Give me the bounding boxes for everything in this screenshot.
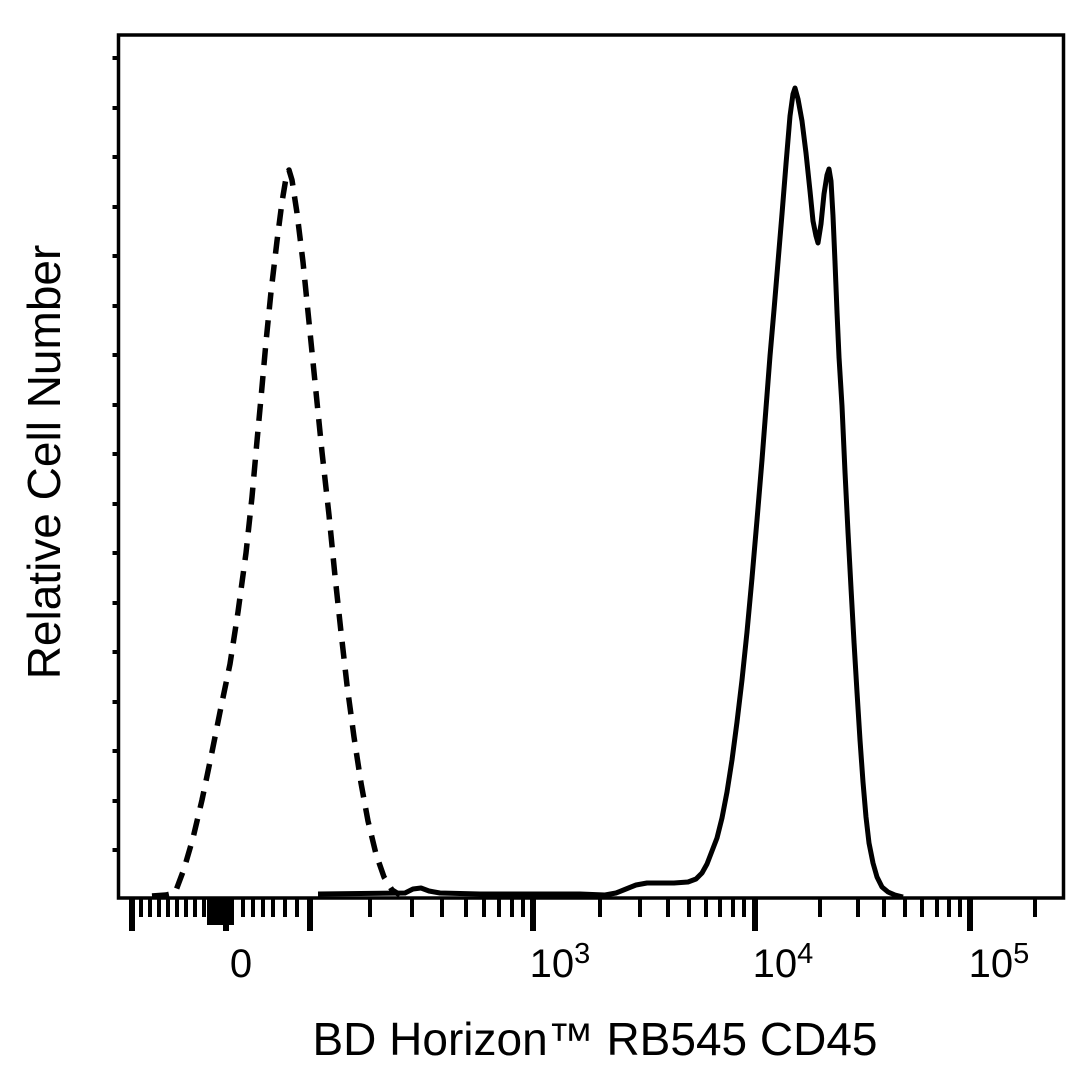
zero-tick-cluster	[207, 898, 234, 925]
x-tick-label-0: 0	[230, 942, 252, 986]
x-tick-label-105: 105	[969, 938, 1030, 986]
x-axis-title: BD Horizon™ RB545 CD45	[312, 1013, 877, 1065]
y-axis-title: Relative Cell Number	[18, 245, 70, 680]
chart-canvas: 0 103 104 105	[112, 33, 1066, 986]
x-tick-label-103: 103	[530, 938, 591, 986]
solid-stained-histogram	[317, 85, 904, 900]
dashed-control-histogram	[151, 167, 402, 899]
x-tick-label-104: 104	[753, 938, 814, 986]
plot-frame	[116, 33, 1066, 900]
